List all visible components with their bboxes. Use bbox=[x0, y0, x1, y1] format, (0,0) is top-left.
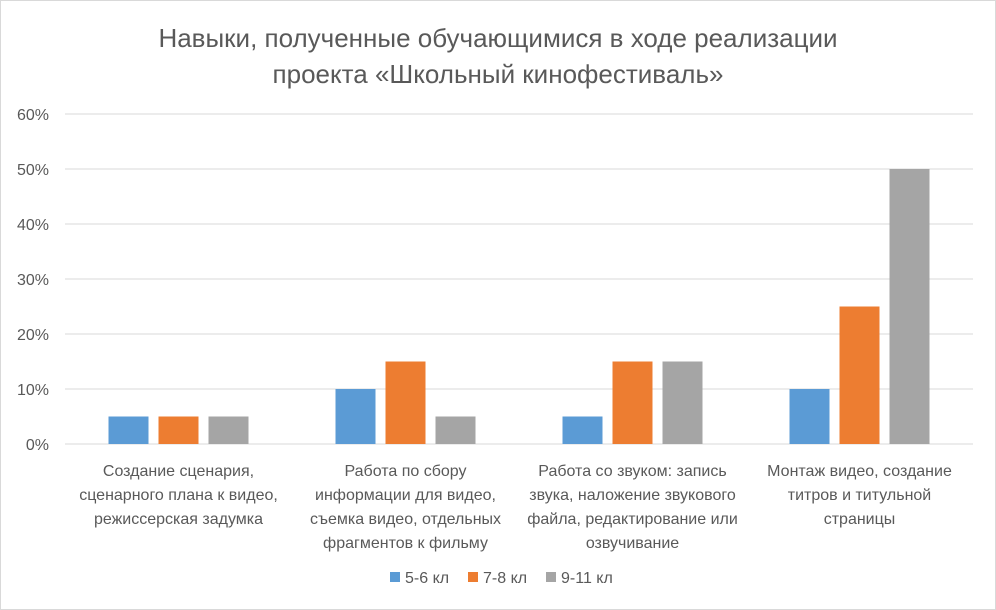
chart-title-line-1: Навыки, полученные обучающимися в ходе р… bbox=[158, 23, 837, 53]
bar-1-3 bbox=[562, 416, 603, 444]
category-label: титров и титульной bbox=[788, 487, 931, 504]
y-tick-label: 40% bbox=[17, 217, 49, 234]
category-label: Создание сценария, bbox=[103, 463, 254, 480]
chart-title-line-2: проекта «Школьный кинофестиваль» bbox=[273, 59, 724, 89]
x-axis-categories: Создание сценария, сценарного плана к вид… bbox=[79, 463, 952, 552]
y-tick-label: 50% bbox=[17, 162, 49, 179]
bars bbox=[108, 169, 930, 444]
category-label: съемка видео, отдельных bbox=[310, 511, 501, 528]
legend-swatch bbox=[546, 572, 556, 582]
category-label: фрагментов к фильму bbox=[323, 535, 488, 552]
gridlines bbox=[65, 113, 973, 445]
bar-2-2 bbox=[385, 361, 426, 444]
bar-1-1 bbox=[108, 416, 149, 444]
y-tick-label: 20% bbox=[17, 327, 49, 344]
legend-label: 5-6 кл bbox=[405, 570, 449, 587]
y-tick-label: 30% bbox=[17, 272, 49, 289]
category-label: файла, редактирование или bbox=[527, 511, 738, 528]
legend: 5-6 кл 7-8 кл 9-11 кл bbox=[390, 570, 613, 587]
legend-swatch bbox=[468, 572, 478, 582]
y-tick-label: 60% bbox=[17, 107, 49, 124]
bar-2-3 bbox=[612, 361, 653, 444]
legend-label: 7-8 кл bbox=[483, 570, 527, 587]
category-label: страницы bbox=[824, 511, 896, 528]
category-label: Работа со звуком: запись bbox=[538, 463, 726, 480]
bar-3-2 bbox=[435, 416, 476, 444]
y-axis-ticks: 0% 10% 20% 30% 40% 50% 60% bbox=[17, 107, 49, 454]
category-label: озвучивание bbox=[586, 535, 679, 552]
legend-label: 9-11 кл bbox=[561, 570, 613, 587]
chart-title: Навыки, полученные обучающимися в ходе р… bbox=[158, 23, 837, 89]
y-tick-label: 0% bbox=[26, 437, 49, 454]
category-label: информации для видео, bbox=[315, 487, 496, 504]
bar-2-1 bbox=[158, 416, 199, 444]
category-label: звука, наложение звукового bbox=[529, 487, 736, 504]
bar-2-4 bbox=[839, 306, 880, 444]
bar-3-1 bbox=[208, 416, 249, 444]
bar-3-4 bbox=[889, 169, 930, 444]
category-label: режиссерская задумка bbox=[94, 511, 263, 528]
bar-1-2 bbox=[335, 389, 376, 444]
bar-1-4 bbox=[789, 389, 830, 444]
legend-swatch bbox=[390, 572, 400, 582]
category-label: сценарного плана к видео, bbox=[79, 487, 278, 504]
y-tick-label: 10% bbox=[17, 382, 49, 399]
category-label: Монтаж видео, создание bbox=[767, 463, 952, 480]
bar-3-3 bbox=[662, 361, 703, 444]
category-label: Работа по сбору bbox=[344, 463, 466, 480]
